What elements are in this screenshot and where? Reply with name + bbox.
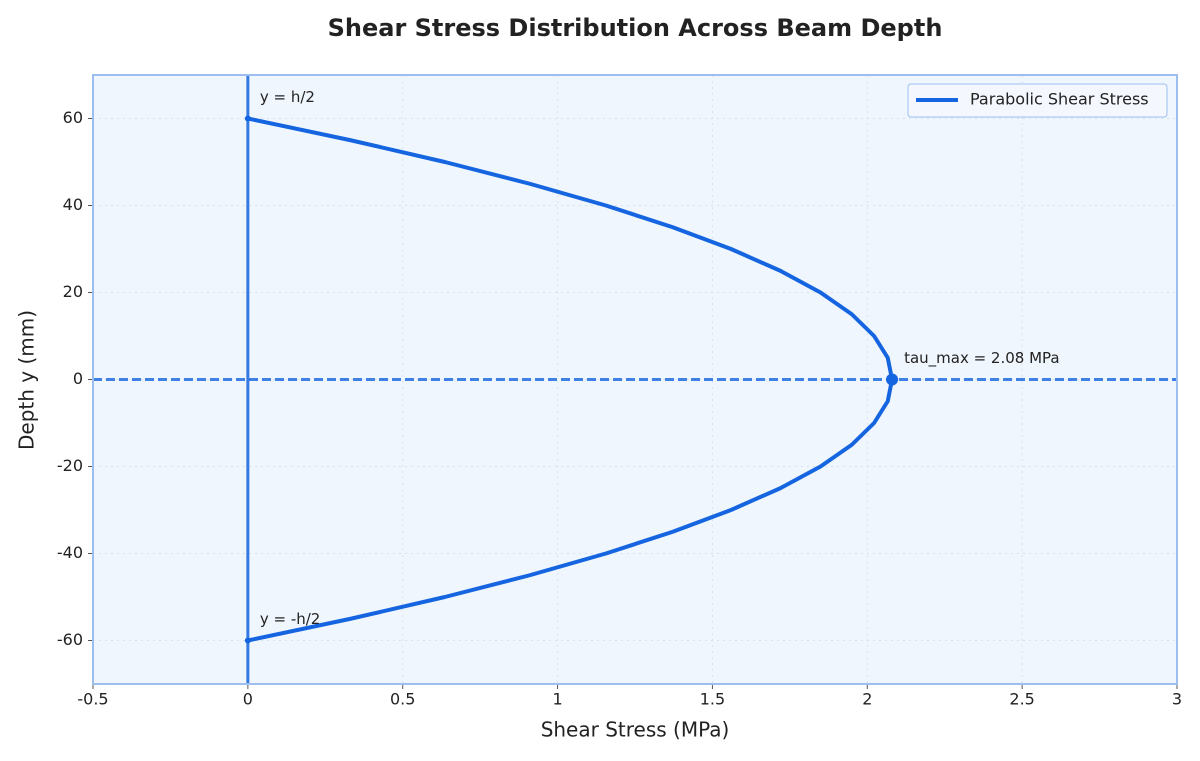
x-tick-label: 1	[552, 690, 562, 709]
annotation: tau_max = 2.08 MPa	[904, 349, 1060, 368]
y-tick-label: -60	[57, 630, 83, 649]
chart-title: Shear Stress Distribution Across Beam De…	[328, 14, 943, 42]
annotation-point	[244, 115, 251, 122]
x-tick-label: 0	[243, 690, 253, 709]
x-tick-label: 2	[862, 690, 872, 709]
annotation-point	[886, 373, 899, 386]
x-tick-label: 3	[1172, 690, 1182, 709]
annotation-point	[244, 637, 251, 644]
y-tick-label: 40	[63, 195, 83, 214]
x-tick-label: -0.5	[77, 690, 108, 709]
y-axis-label: Depth y (mm)	[15, 310, 39, 450]
x-tick-label: 0.5	[390, 690, 415, 709]
y-tick-label: -40	[57, 543, 83, 562]
legend-label: Parabolic Shear Stress	[970, 90, 1149, 109]
x-axis-label: Shear Stress (MPa)	[541, 718, 730, 742]
legend-box	[907, 83, 1168, 118]
y-tick-label: 60	[63, 108, 83, 127]
legend: Parabolic Shear Stress	[907, 83, 1168, 118]
annotation: y = h/2	[260, 88, 315, 106]
x-tick-label: 2.5	[1009, 690, 1034, 709]
annotation: y = -h/2	[260, 610, 321, 628]
x-tick-label: 1.5	[700, 690, 725, 709]
y-tick-label: 20	[63, 282, 83, 301]
plot-border	[92, 74, 1178, 685]
y-tick-label: -20	[57, 456, 83, 475]
y-tick-label: 0	[73, 369, 83, 388]
